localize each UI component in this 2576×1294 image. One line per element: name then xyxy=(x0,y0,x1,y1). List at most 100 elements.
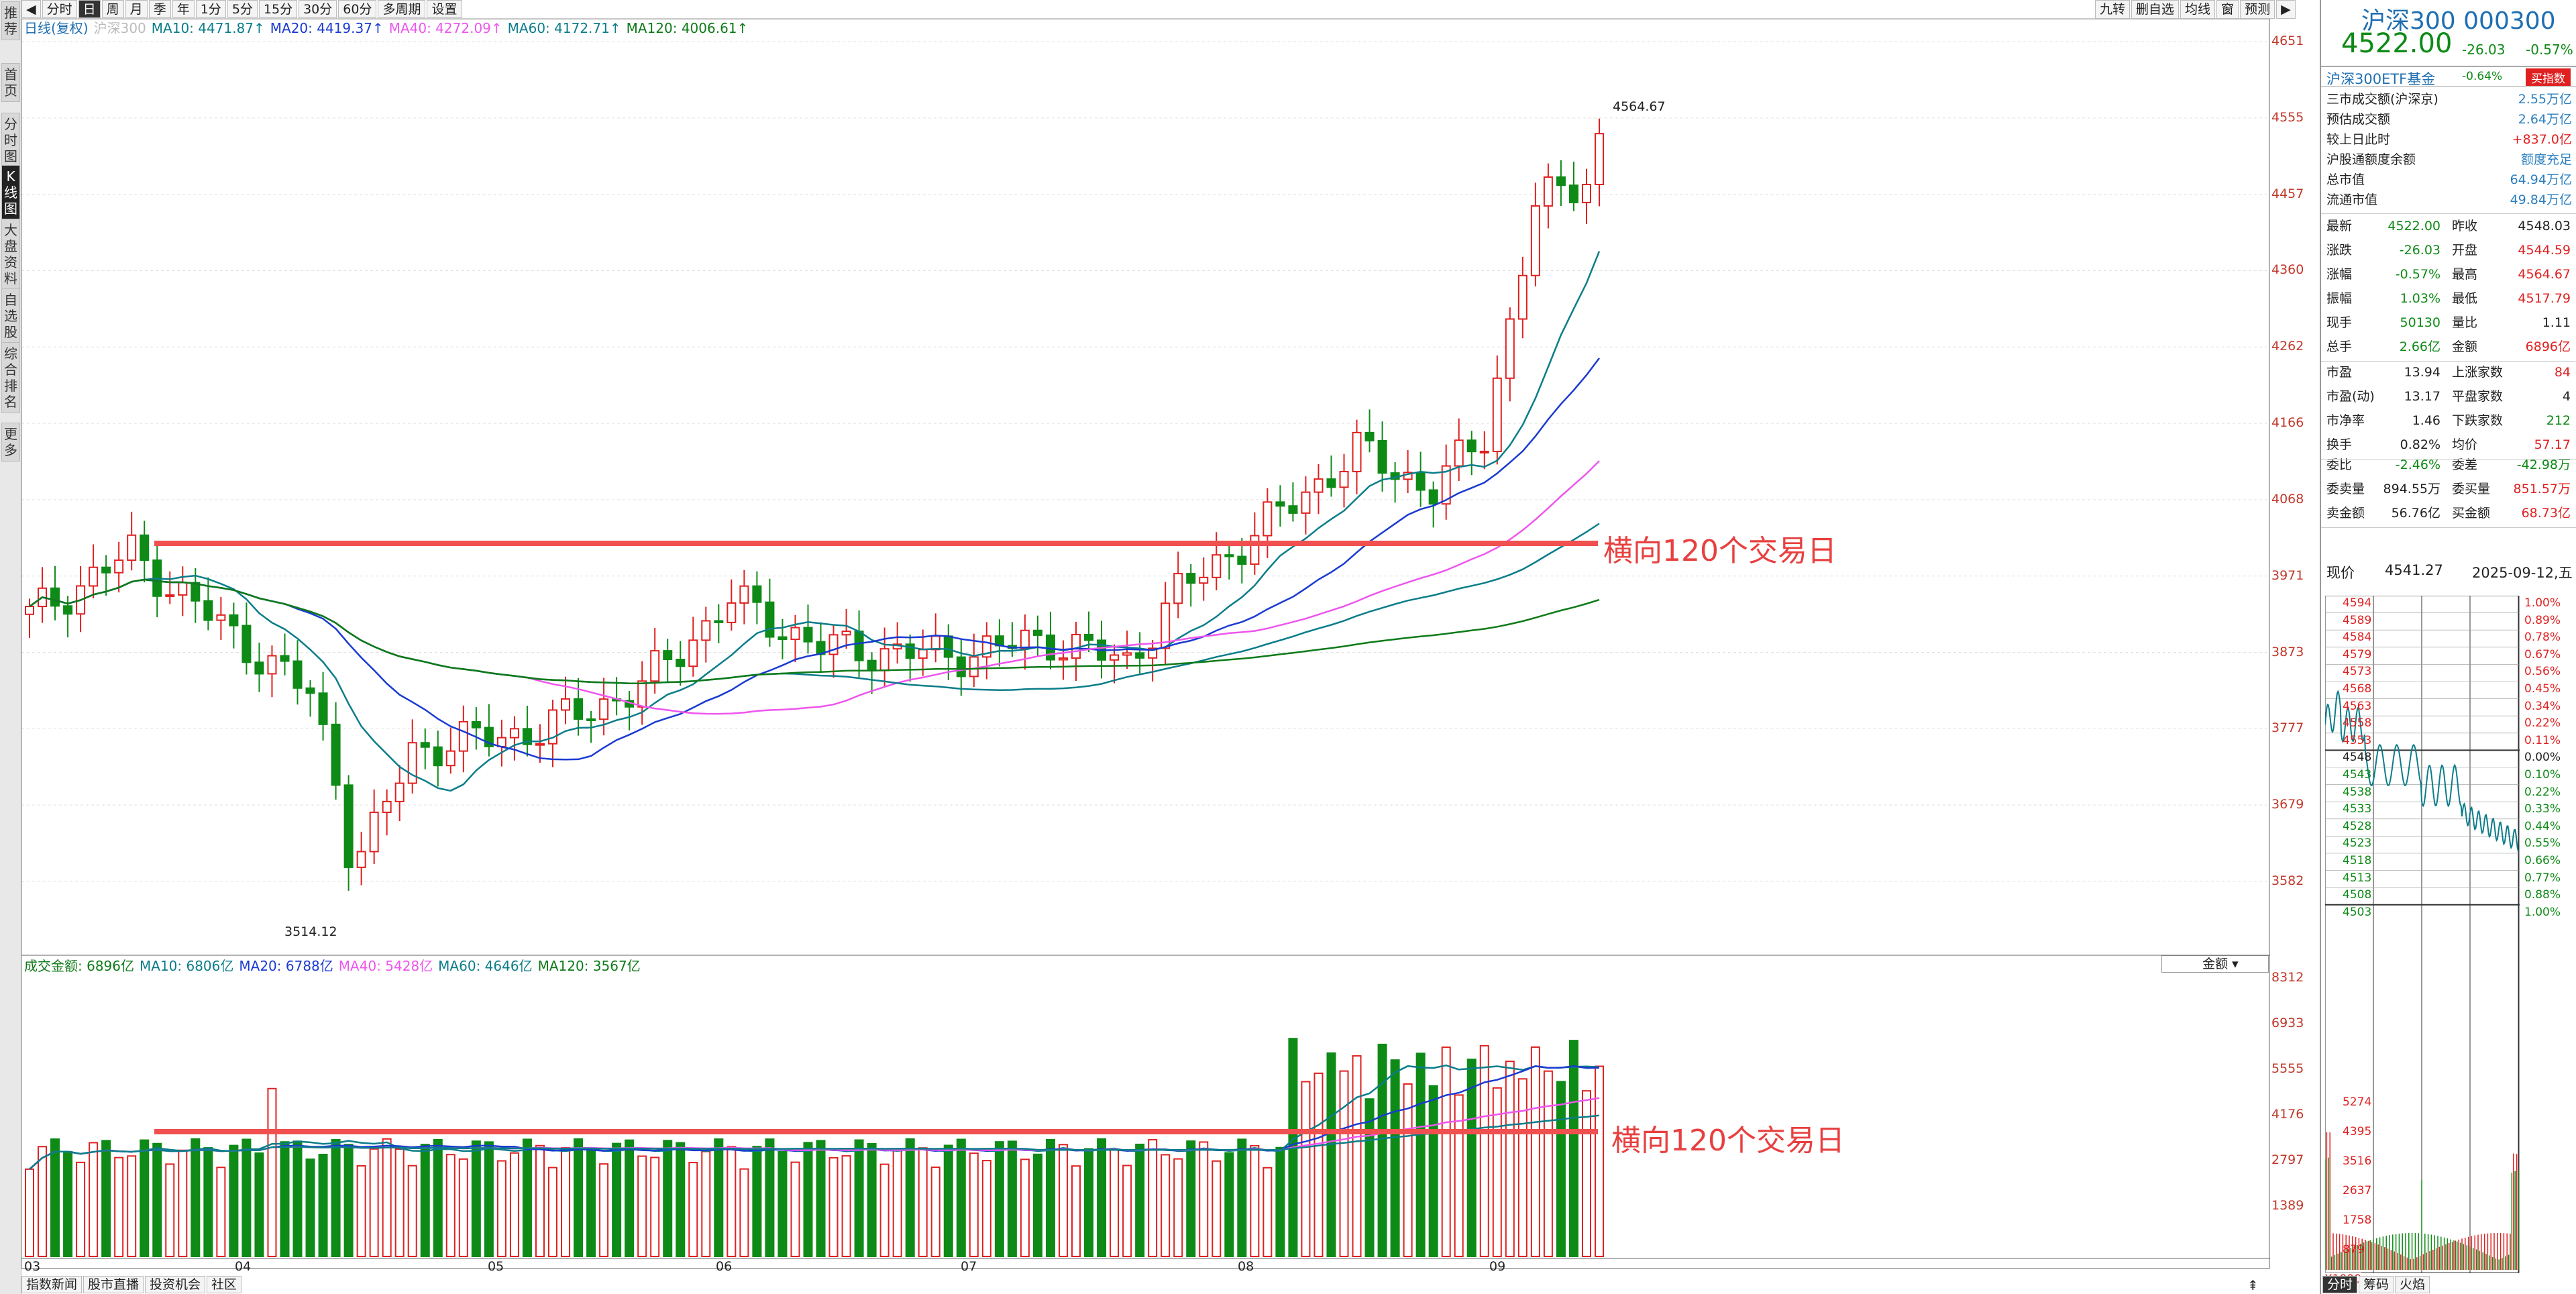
volume-bar xyxy=(969,1152,979,1257)
volume-bar xyxy=(484,1141,494,1257)
nav-tab-0[interactable]: 推 荐 xyxy=(1,1,20,40)
candle xyxy=(688,639,698,667)
candle xyxy=(522,728,532,745)
grid-cell: 金额 xyxy=(2452,339,2478,354)
volume-bar xyxy=(1007,1140,1017,1257)
volume-bar xyxy=(1058,1144,1068,1258)
volume-bar xyxy=(38,1146,48,1258)
period-tab-0[interactable]: 分时 xyxy=(42,0,77,18)
nav-tab-4[interactable]: 大 盘 资 料 xyxy=(1,219,20,290)
tool-tab-1[interactable]: 删自选 xyxy=(2131,0,2180,19)
intraday-pct-tick: 1.00% xyxy=(2524,905,2561,919)
period-tab-12[interactable]: 设置 xyxy=(427,0,462,18)
volume-bar xyxy=(930,1167,941,1258)
intraday-price-tick: 4518 xyxy=(2343,854,2372,867)
candle xyxy=(433,746,443,767)
nav-tab-6[interactable]: 综 合 排 名 xyxy=(1,342,20,413)
bottom-tab-0[interactable]: 指数新闻 xyxy=(21,1276,83,1293)
index-name: 沪深300 000300 xyxy=(2361,7,2556,35)
volume-bar xyxy=(688,1162,698,1257)
tool-tab-0[interactable]: 九转 xyxy=(2095,0,2131,19)
grid2-cell: 市盈 xyxy=(2326,365,2353,380)
info-row: 沪股通额度余额 额度充足 xyxy=(2326,150,2572,169)
period-tab-3[interactable]: 月 xyxy=(125,0,148,18)
prev-icon[interactable]: ◀ xyxy=(21,0,41,18)
nav-tab-1[interactable]: 首 页 xyxy=(1,63,20,102)
period-tab-8[interactable]: 15分 xyxy=(258,0,298,18)
date-tick: 08 xyxy=(1238,1259,1254,1274)
volume-bar xyxy=(1377,1043,1387,1257)
nav-tab-5[interactable]: 自 选 股 xyxy=(1,288,20,343)
period-tab-10[interactable]: 60分 xyxy=(338,0,377,18)
intraday-pct-tick: 0.66% xyxy=(2524,854,2561,867)
volume-bar xyxy=(101,1140,111,1257)
volume-tick: 8312 xyxy=(2271,970,2304,985)
volume-bar xyxy=(637,1155,647,1258)
annotation-main: 横向120个交易日 xyxy=(1603,534,1837,568)
candle xyxy=(1428,489,1438,505)
candle xyxy=(420,742,430,748)
legend_vol-item: MA60: 4646亿 xyxy=(438,958,533,974)
nav-tab-3[interactable]: K 线 图 xyxy=(1,165,20,220)
volume-bar xyxy=(241,1138,252,1258)
intraday-pct-tick: 0.45% xyxy=(2524,682,2561,696)
tool-tab-2[interactable]: 均线 xyxy=(2180,0,2216,19)
kline-chart[interactable] xyxy=(21,19,2270,1269)
nav-tab-2[interactable]: 分 时 图 xyxy=(1,113,20,168)
info-row: 预估成交额 2.64万亿 xyxy=(2326,110,2572,129)
tool-tab-4[interactable]: 预测 xyxy=(2240,0,2275,19)
candle xyxy=(586,718,596,721)
volume-bar xyxy=(382,1138,392,1258)
volume-bar xyxy=(1071,1165,1081,1258)
intraday-tab-0[interactable]: 分时 xyxy=(2322,1276,2358,1293)
period-tab-6[interactable]: 1分 xyxy=(195,0,226,18)
pin-icon[interactable]: ⇞ xyxy=(2247,1277,2259,1293)
candle xyxy=(254,661,264,675)
volume-bar xyxy=(765,1138,775,1258)
grid2-cell: 换手 xyxy=(2326,437,2353,452)
grid-cell: 4548.03 xyxy=(2518,219,2571,233)
period-tab-2[interactable]: 周 xyxy=(101,0,124,18)
etf-link[interactable]: 沪深300ETF基金 xyxy=(2326,71,2436,87)
period-tab-11[interactable]: 多周期 xyxy=(378,0,426,18)
intraday-price-tick: 4513 xyxy=(2343,871,2372,885)
intraday-price-tick: 4508 xyxy=(2343,888,2372,902)
volume-bar xyxy=(1352,1055,1362,1258)
bottom-tab-1[interactable]: 股市直播 xyxy=(83,1276,144,1293)
volume-bar xyxy=(394,1148,405,1257)
buy-index-button[interactable]: 买指数 xyxy=(2526,68,2571,87)
next-icon[interactable]: ▶ xyxy=(2276,0,2296,19)
grid2-cell: 均价 xyxy=(2452,437,2478,452)
volume-bar xyxy=(1441,1046,1451,1257)
candle xyxy=(203,600,213,621)
intraday-pct-tick: 0.34% xyxy=(2524,699,2561,713)
volume-type-select[interactable]: 金额 ▾ xyxy=(2161,955,2269,973)
nav-tab-7[interactable]: 更 多 xyxy=(1,423,20,462)
info-value: +837.0亿 xyxy=(2512,132,2572,147)
grid-cell: 6896亿 xyxy=(2525,339,2571,354)
intraday-volume-tick: 1758 xyxy=(2343,1214,2372,1227)
intraday-chart[interactable] xyxy=(2325,596,2520,1273)
date-tick: 03 xyxy=(24,1259,41,1274)
period-tab-9[interactable]: 30分 xyxy=(299,0,337,18)
intraday-price-tick: 4533 xyxy=(2343,802,2372,816)
period-tab-7[interactable]: 5分 xyxy=(227,0,258,18)
grid2-cell: 上涨家数 xyxy=(2452,365,2504,380)
intraday-tab-1[interactable]: 筹码 xyxy=(2359,1276,2394,1293)
period-tab-1[interactable]: 日 xyxy=(78,0,101,18)
ma20-line xyxy=(29,358,1600,761)
volume-bar xyxy=(216,1167,226,1257)
grid-cell: 2.66亿 xyxy=(2399,339,2440,354)
candle xyxy=(879,648,890,671)
candle xyxy=(394,782,405,802)
intraday-tab-2[interactable]: 火焰 xyxy=(2395,1276,2430,1293)
volume-bar xyxy=(1595,1065,1604,1258)
bottom-tab-2[interactable]: 投资机会 xyxy=(145,1276,206,1293)
volume-bar xyxy=(471,1140,481,1257)
period-tab-5[interactable]: 年 xyxy=(172,0,195,18)
period-tab-4[interactable]: 季 xyxy=(148,0,171,18)
volume-bar xyxy=(994,1141,1004,1257)
candle xyxy=(714,620,724,623)
tool-tab-3[interactable]: 窗 xyxy=(2216,0,2239,19)
bottom-tab-3[interactable]: 社区 xyxy=(207,1276,242,1293)
